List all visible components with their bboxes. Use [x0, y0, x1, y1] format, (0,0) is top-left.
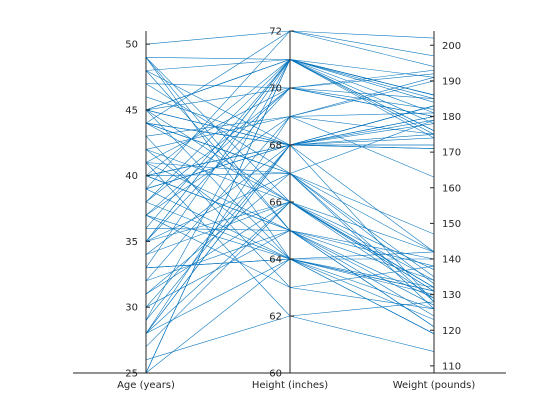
height-tick-label: 62: [269, 312, 282, 323]
height-tick-label: 60: [269, 369, 282, 380]
weight-tick-label: 190: [442, 76, 461, 87]
weight-tick-label: 180: [442, 112, 461, 123]
weight-tick-label: 160: [442, 183, 461, 194]
age-tick-label: 50: [125, 40, 138, 51]
age-tick-label: 35: [125, 237, 138, 248]
height-tick-label: 64: [269, 255, 282, 266]
age-tick-label: 45: [125, 105, 138, 116]
age-tick-label: 25: [125, 369, 138, 380]
height-tick-label: 68: [269, 141, 282, 152]
weight-tick-label: 140: [442, 255, 461, 266]
weight-tick-label: 200: [442, 41, 461, 52]
age-tick-label: 40: [125, 171, 138, 182]
weight-tick-label: 150: [442, 219, 461, 230]
height-tick-label: 70: [269, 84, 282, 95]
height-tick-label: 66: [269, 198, 282, 209]
weight-tick-label: 130: [442, 290, 461, 301]
age-axis-title: Age (years): [117, 380, 175, 391]
axis-titles: Age (years) Height (inches) Weight (pounds…: [117, 380, 475, 391]
axes: 25 30 35 40 45 50 60 62 64 66 68 70 72 110 120 130 140 15…: [125, 27, 461, 380]
height-tick-label: 72: [269, 27, 282, 38]
age-tick-label: 30: [125, 303, 138, 314]
weight-tick-label: 170: [442, 148, 461, 159]
height-axis-title: Height (inches): [252, 380, 328, 391]
weight-tick-label: 110: [442, 361, 461, 372]
weight-axis-title: Weight (pounds): [393, 380, 476, 391]
weight-tick-label: 120: [442, 326, 461, 337]
